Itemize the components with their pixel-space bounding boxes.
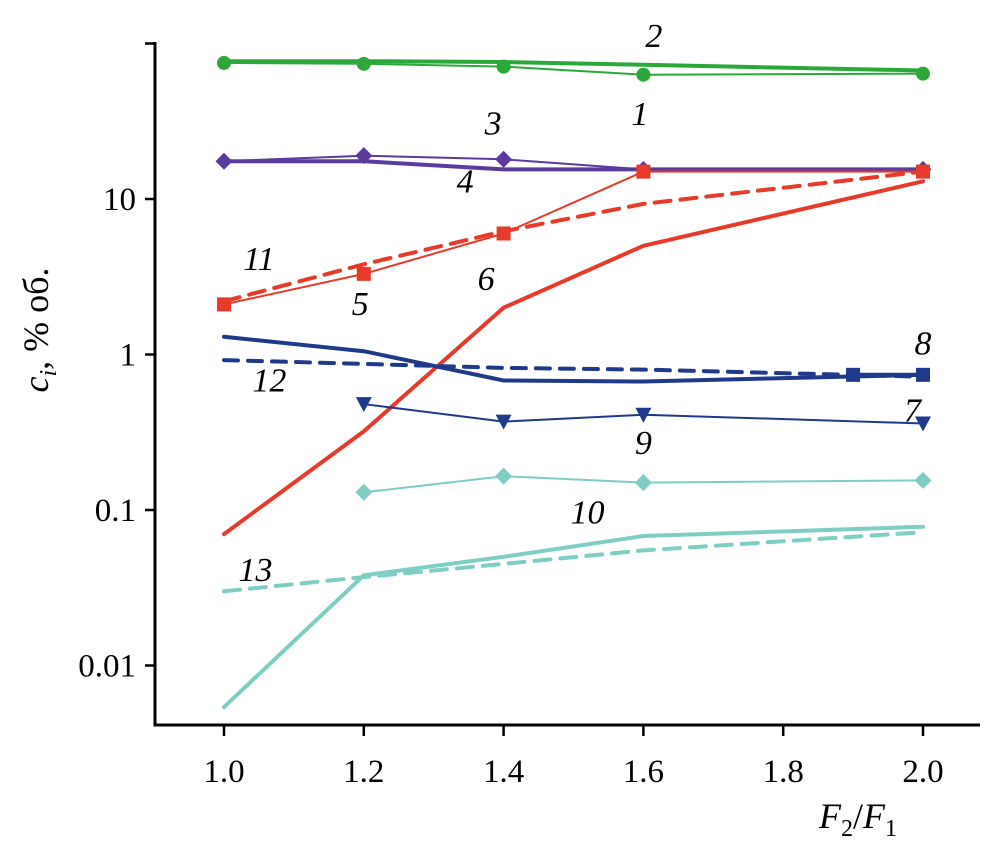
series-line-6 <box>222 179 925 537</box>
y-ticks: 0.01 0.1 1 10 <box>78 42 155 685</box>
x-axis-title: F2/F1 <box>818 796 897 842</box>
series-line-2 <box>222 59 925 73</box>
y-axis-title-sub: i <box>36 370 62 377</box>
series-point-unnamed <box>495 467 513 485</box>
curve-label-2: 2 <box>645 18 662 55</box>
series-point-1 <box>916 66 930 81</box>
x-axis-title-sep: / <box>853 796 863 836</box>
y-axis-title-rest: , % об. <box>16 268 56 370</box>
x-tick-label: 1.4 <box>483 754 524 790</box>
series-point-unnamed <box>914 471 932 489</box>
curve-label-4: 4 <box>457 164 474 201</box>
series-point-3 <box>355 147 373 165</box>
y-tick-label: 10 <box>103 182 136 218</box>
series-line-9 <box>362 403 924 425</box>
curve-label-12: 12 <box>252 362 286 399</box>
y-tick-label: 0.01 <box>78 649 136 685</box>
x-axis-title-sub1: 2 <box>841 816 853 842</box>
curve-label-13: 13 <box>238 552 272 589</box>
x-tick-label: 1.0 <box>203 754 244 790</box>
series-point-12 <box>916 367 930 382</box>
series-point-1 <box>217 55 231 70</box>
curve-label-11: 11 <box>243 241 274 278</box>
x-tick-label: 2.0 <box>902 754 943 790</box>
x-axis-title-main: F <box>818 796 842 836</box>
series-line-10 <box>222 524 925 710</box>
series-point-1 <box>496 59 511 74</box>
series-point-9 <box>635 407 652 423</box>
curve-label-9: 9 <box>635 425 652 462</box>
series-line-13 <box>222 530 925 594</box>
x-tick-label: 1.6 <box>623 754 664 790</box>
curve-label-10: 10 <box>570 494 604 531</box>
y-tick-label: 1 <box>120 338 137 374</box>
series-point-9 <box>495 414 512 430</box>
curve-label-3: 3 <box>484 105 502 142</box>
series-line-4 <box>222 159 925 172</box>
series-point-9 <box>915 416 931 432</box>
series-point-5 <box>356 266 371 281</box>
curve-label-7: 7 <box>904 393 923 430</box>
series-point-3 <box>495 150 513 168</box>
x-tick-label: 1.2 <box>343 754 384 790</box>
series-point-5 <box>916 164 930 179</box>
curve-label-6: 6 <box>478 261 495 298</box>
series-point-5 <box>636 164 651 179</box>
series-layer <box>222 59 925 710</box>
x-ticks: 1.0 1.2 1.4 1.6 1.8 2.0 <box>203 725 944 790</box>
series-line-unnamed <box>362 475 924 494</box>
series-point-1 <box>636 67 651 82</box>
series-point-1 <box>356 56 371 71</box>
series-line-5 <box>223 170 924 306</box>
curve-label-1: 1 <box>631 96 648 133</box>
curve-label-5: 5 <box>352 286 369 323</box>
series-point-5 <box>217 297 231 312</box>
marker-layer <box>215 55 932 501</box>
curve-label-8: 8 <box>915 326 932 363</box>
x-tick-label: 1.8 <box>763 754 804 790</box>
series-point-unnamed <box>355 483 373 501</box>
series-point-3 <box>215 152 233 170</box>
x-axis-title-sub2: 1 <box>885 816 897 842</box>
x-axis-title-main2: F <box>862 796 886 836</box>
y-axis-title-main: c <box>16 376 56 392</box>
series-line-8 <box>222 358 925 379</box>
y-tick-label: 0.1 <box>95 493 136 529</box>
series-point-unnamed <box>634 474 652 492</box>
series-point-9 <box>355 397 372 413</box>
series-point-12 <box>846 367 861 382</box>
series-point-5 <box>496 226 511 241</box>
y-axis-title: ci, % об. <box>16 268 62 393</box>
series-line-7 <box>222 334 925 384</box>
